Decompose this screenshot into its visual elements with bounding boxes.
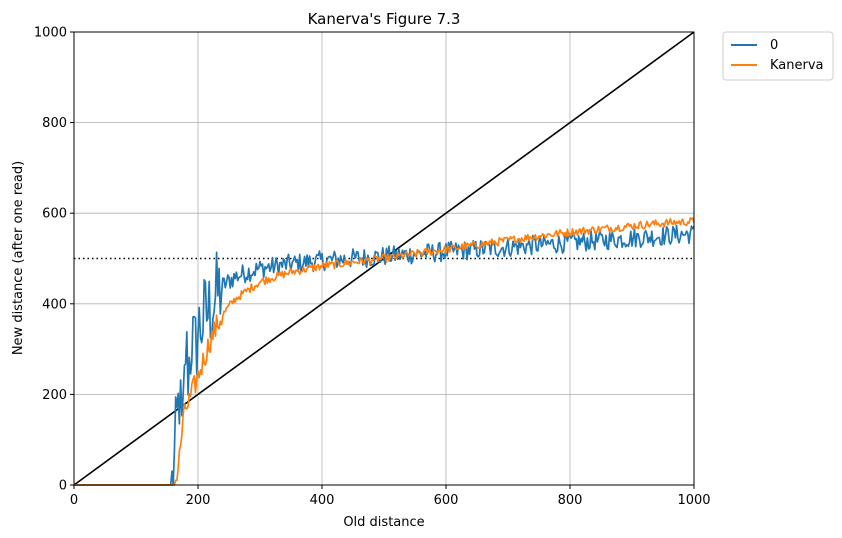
series-line-zero [74, 224, 695, 486]
y-tick-label: 1000 [34, 26, 67, 41]
plot-frame [73, 31, 695, 486]
series-layer [74, 217, 695, 486]
y-tick-label: 200 [42, 388, 67, 403]
x-tick-label: 200 [186, 493, 211, 508]
y-axis-ticks: 0 200 400 600 800 1000 [34, 26, 74, 494]
x-tick-label: 800 [558, 493, 583, 508]
series-line-kanerva [74, 217, 695, 486]
chart-title: Kanerva's Figure 7.3 [308, 10, 461, 28]
x-axis-ticks: 0 200 400 600 800 1000 [70, 485, 711, 508]
legend-label-0: 0 [770, 38, 778, 53]
y-tick-label: 600 [42, 207, 67, 222]
y-tick-label: 0 [59, 479, 67, 494]
y-tick-label: 800 [42, 116, 67, 131]
x-tick-label: 400 [310, 493, 335, 508]
x-tick-label: 1000 [677, 493, 710, 508]
x-tick-label: 0 [70, 493, 78, 508]
legend-label-1: Kanerva [770, 58, 824, 73]
x-axis-label: Old distance [343, 515, 424, 530]
y-tick-label: 400 [42, 297, 67, 312]
x-tick-label: 600 [434, 493, 459, 508]
legend: 0 Kanerva [722, 31, 834, 81]
y-axis-label: New distance (after one read) [11, 161, 26, 355]
